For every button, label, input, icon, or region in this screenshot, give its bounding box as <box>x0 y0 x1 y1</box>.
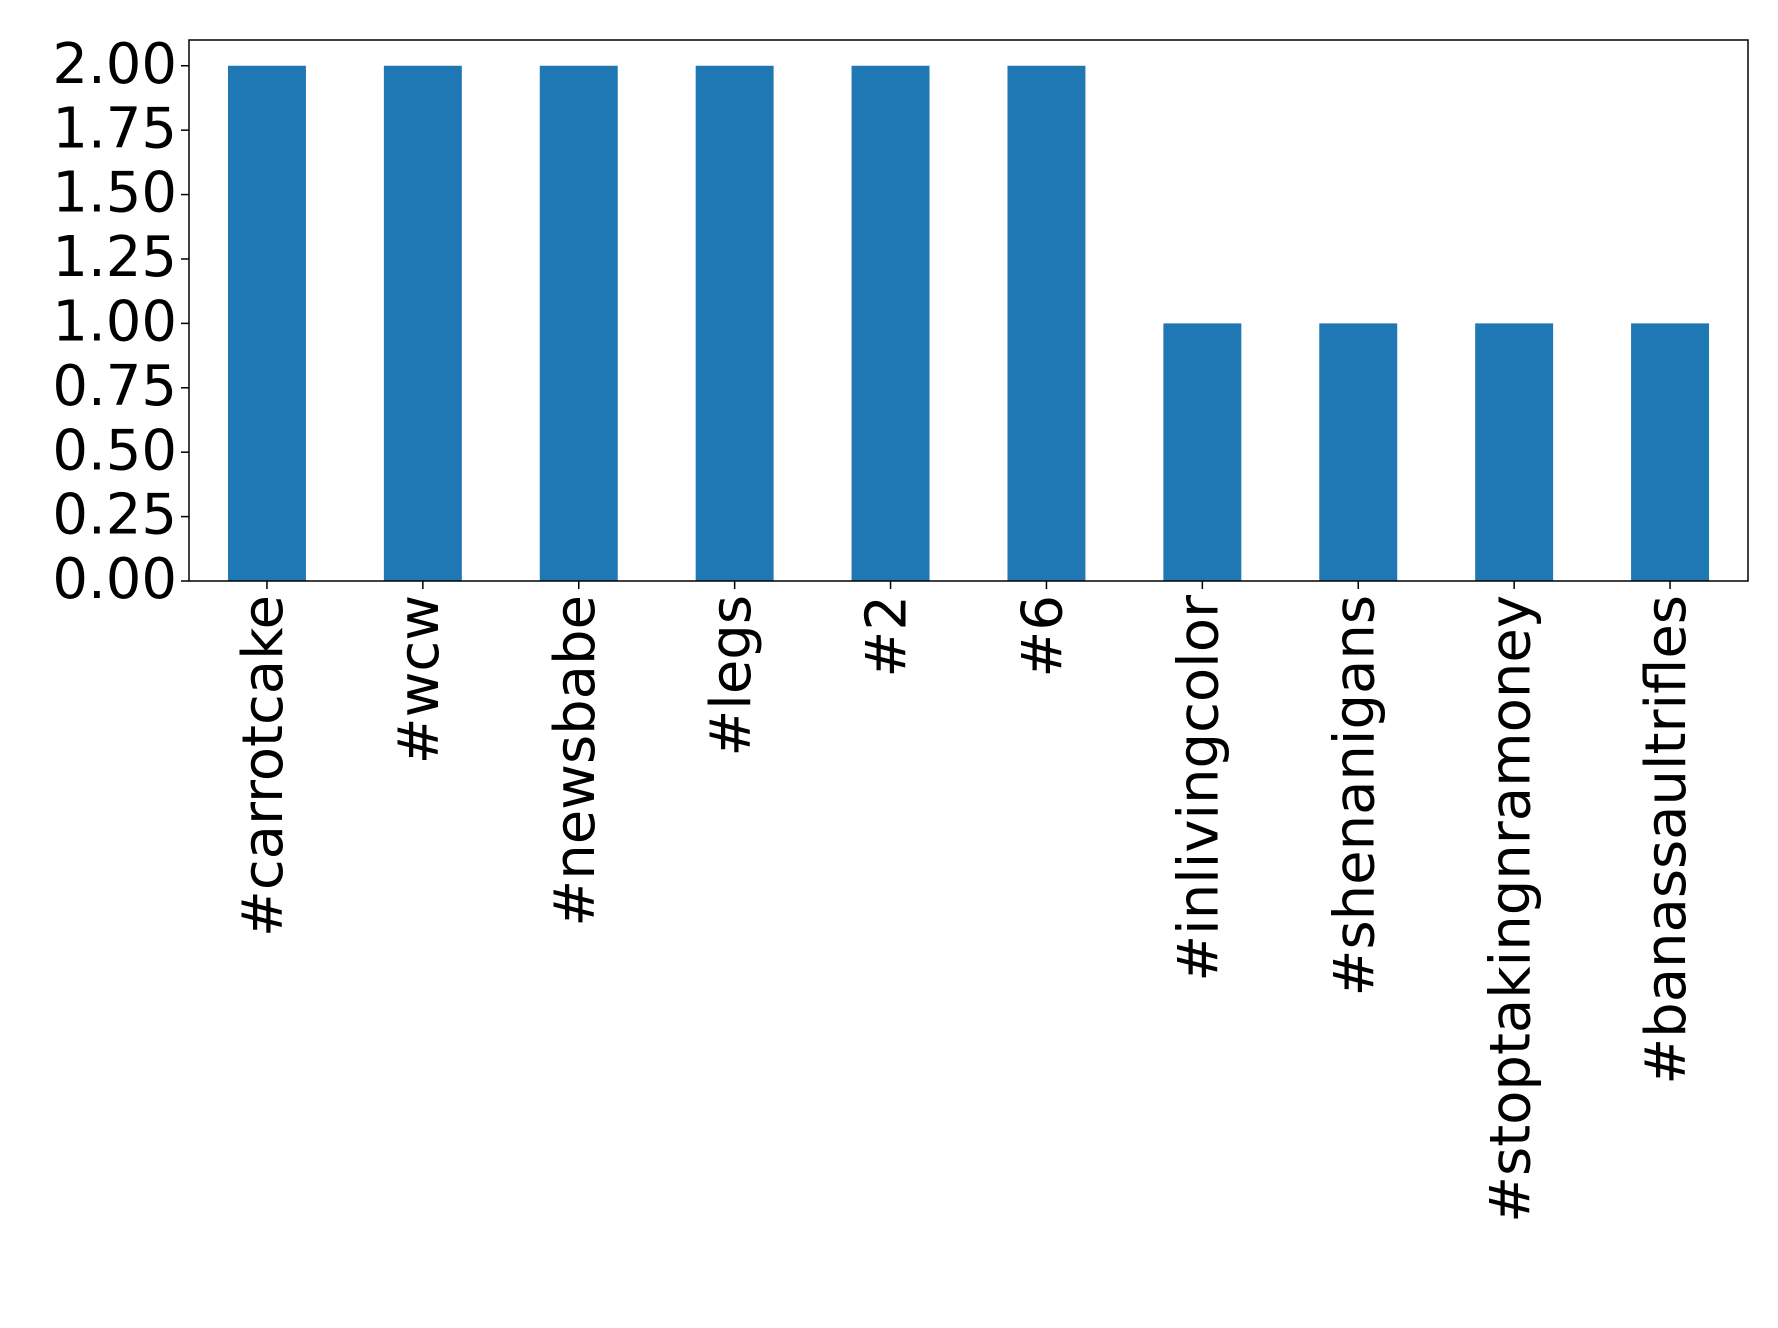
y-tick-label: 0.75 <box>52 354 177 419</box>
bar <box>1475 323 1554 581</box>
bar <box>1007 65 1086 581</box>
y-tick-label: 0.00 <box>52 547 177 612</box>
x-tick-label: #inlivingcolor <box>1166 594 1231 982</box>
plot-frame <box>188 39 1749 582</box>
y-tick-label: 1.50 <box>52 161 177 226</box>
y-tick-label: 0.25 <box>52 483 177 548</box>
y-tick-label: 0.50 <box>52 418 177 483</box>
bar <box>1163 323 1242 581</box>
bar <box>1631 323 1710 581</box>
x-tick-label: #legs <box>699 595 764 757</box>
bar <box>695 65 774 581</box>
x-tick-label: #carrotcake <box>231 595 296 937</box>
bar <box>383 65 462 581</box>
bar <box>851 65 930 581</box>
x-tick-label: #2 <box>855 595 920 678</box>
y-tick-label: 1.75 <box>52 96 177 161</box>
y-tick-label: 1.00 <box>52 290 177 355</box>
x-tick-label: #banassaultrifles <box>1634 595 1699 1085</box>
x-tick-label: #newsbabe <box>543 595 608 927</box>
x-tick-label: #wcw <box>387 595 452 764</box>
bar <box>227 65 306 581</box>
y-tick-label: 2.00 <box>52 32 177 97</box>
x-tick-label: #stoptakingnramoney <box>1478 595 1543 1223</box>
y-tick-label: 1.25 <box>52 225 177 290</box>
x-tick-label: #6 <box>1011 595 1076 678</box>
bar <box>539 65 618 581</box>
x-tick-label: #shenanigans <box>1322 595 1387 996</box>
bar <box>1319 323 1398 581</box>
